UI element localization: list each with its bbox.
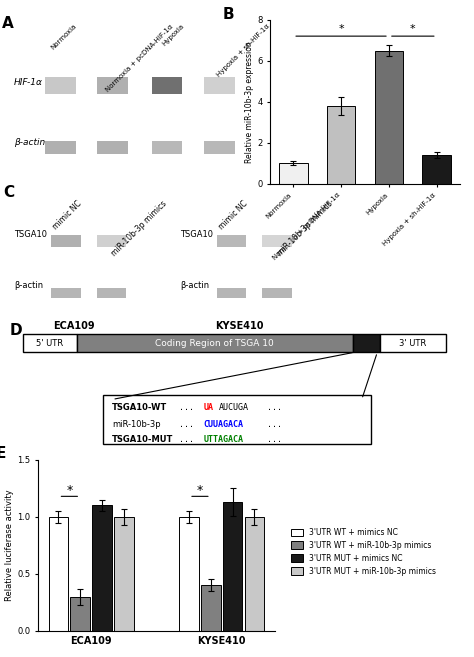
Bar (217, 235, 246, 247)
Text: CUUAGACA: CUUAGACA (203, 420, 243, 429)
Bar (204, 141, 235, 154)
Text: A: A (2, 16, 14, 32)
Bar (49, 517, 68, 631)
Text: HIF-1α: HIF-1α (14, 78, 43, 87)
Text: β-actin: β-actin (14, 139, 46, 147)
Text: AUCUGA: AUCUGA (219, 403, 249, 412)
Bar (422, 155, 451, 184)
Bar (97, 288, 126, 298)
Text: β-actin: β-actin (180, 281, 209, 290)
Text: TSGA10: TSGA10 (14, 231, 47, 239)
Text: Normoxia: Normoxia (50, 23, 78, 51)
Y-axis label: Relative luciferase activity: Relative luciferase activity (5, 489, 14, 601)
Text: D: D (10, 323, 22, 338)
Bar (223, 502, 242, 631)
Text: Hypoxia: Hypoxia (161, 23, 185, 47)
Text: ECA109: ECA109 (53, 321, 95, 331)
Text: miR-10b-3p mimics: miR-10b-3p mimics (110, 200, 169, 258)
Text: UTTAGACA: UTTAGACA (203, 435, 243, 444)
Bar (263, 235, 292, 247)
Bar (103, 395, 371, 444)
Text: Normoxia + pcDNA-HIF-1α: Normoxia + pcDNA-HIF-1α (104, 23, 174, 93)
Text: ...: ... (267, 435, 283, 444)
Legend: 3'UTR WT + mimics NC, 3'UTR WT + miR-10b-3p mimics, 3'UTR MUT + mimics NC, 3'UTR: 3'UTR WT + mimics NC, 3'UTR WT + miR-10b… (288, 525, 439, 579)
Text: *: * (197, 484, 203, 497)
Text: TSGA10-MUT: TSGA10-MUT (112, 435, 173, 444)
Text: Coding Region of TSGA 10: Coding Region of TSGA 10 (155, 339, 274, 348)
Bar (204, 78, 235, 94)
Text: ...: ... (267, 403, 283, 412)
Text: *: * (338, 24, 344, 34)
Text: B: B (223, 7, 235, 22)
Text: 5' UTR: 5' UTR (36, 339, 64, 348)
Text: E: E (0, 446, 6, 461)
Text: TSGA10: TSGA10 (180, 231, 213, 239)
Bar (263, 288, 292, 298)
Text: 3' UTR: 3' UTR (400, 339, 427, 348)
Text: miR-10b-3p: miR-10b-3p (112, 420, 161, 429)
Bar (374, 51, 403, 184)
Text: β-actin: β-actin (14, 281, 43, 290)
Text: C: C (4, 185, 15, 200)
Bar (245, 517, 264, 631)
Bar (217, 288, 246, 298)
Y-axis label: Relative miR-10b-3p expression: Relative miR-10b-3p expression (246, 41, 255, 163)
Text: ...: ... (179, 435, 194, 444)
Bar (380, 334, 447, 352)
Bar (279, 164, 308, 184)
Bar (97, 78, 128, 94)
Bar (97, 235, 126, 247)
Bar (51, 235, 81, 247)
Bar (92, 505, 112, 631)
Bar (71, 597, 90, 631)
Text: KYSE410: KYSE410 (216, 321, 264, 331)
Text: miR-10b-3p mimics: miR-10b-3p mimics (276, 200, 335, 258)
Bar (97, 141, 128, 154)
Text: ...: ... (179, 403, 194, 412)
Bar (114, 517, 134, 631)
Bar (51, 288, 81, 298)
Bar (23, 334, 77, 352)
Bar (179, 517, 199, 631)
Bar (45, 78, 76, 94)
Bar (327, 106, 356, 184)
Bar (201, 585, 220, 631)
Bar (45, 141, 76, 154)
Text: *: * (410, 24, 416, 34)
Bar (353, 334, 380, 352)
Text: Hypoxia + sh-HIF-1α: Hypoxia + sh-HIF-1α (216, 23, 271, 78)
Text: ...: ... (179, 420, 194, 429)
Bar (77, 334, 353, 352)
Bar (152, 141, 182, 154)
Text: mimic NC: mimic NC (217, 200, 250, 232)
Text: TSGA10-WT: TSGA10-WT (112, 403, 167, 412)
Text: ...: ... (267, 420, 283, 429)
Text: mimic NC: mimic NC (51, 200, 84, 232)
Text: *: * (66, 484, 73, 497)
Bar (152, 78, 182, 94)
Text: UA: UA (203, 403, 213, 412)
